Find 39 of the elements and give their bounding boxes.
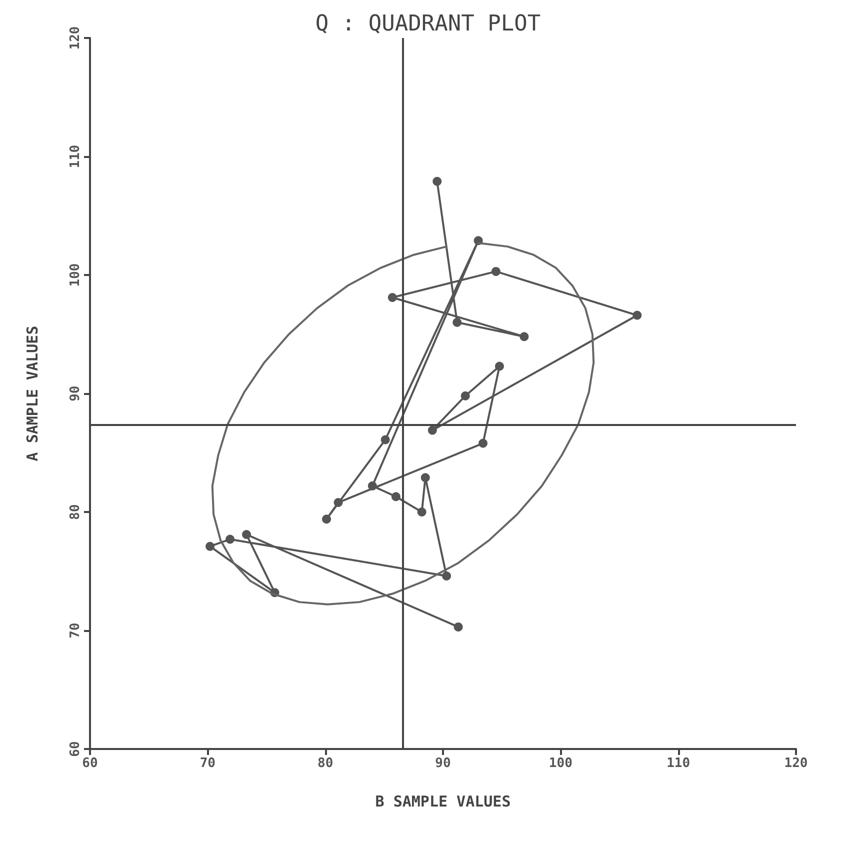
y-tick-label: 120 — [68, 26, 83, 50]
point — [368, 481, 377, 490]
point — [428, 426, 437, 435]
y-tick-label: 90 — [68, 386, 83, 402]
chart-title: Q : QUADRANT PLOT — [315, 12, 541, 36]
point — [452, 318, 462, 327]
point — [442, 571, 452, 580]
point — [494, 362, 504, 371]
point — [391, 492, 400, 502]
point — [388, 293, 397, 302]
y-axis-title: A SAMPLE VALUES — [24, 326, 42, 462]
point — [420, 473, 430, 482]
y-tick-label: 70 — [68, 622, 83, 638]
point — [206, 542, 215, 551]
point — [322, 514, 332, 524]
point — [454, 622, 463, 632]
point — [491, 266, 500, 276]
x-axis-title: B SAMPLE VALUES — [375, 792, 511, 810]
x-tick-label: 100 — [548, 756, 573, 771]
point — [334, 498, 343, 508]
point — [380, 435, 390, 444]
x-tick-label: 90 — [435, 756, 451, 771]
y-tick-label: 100 — [68, 263, 83, 287]
point — [432, 176, 442, 186]
x-tick-label: 110 — [666, 756, 690, 771]
point — [520, 332, 529, 342]
y-tick-label: 60 — [68, 741, 83, 757]
point — [460, 391, 470, 400]
point — [226, 534, 235, 544]
y-tick-label: 110 — [68, 144, 83, 168]
point — [632, 310, 642, 320]
point — [478, 438, 488, 448]
x-tick-label: 80 — [318, 756, 334, 771]
point — [242, 530, 251, 540]
point — [417, 508, 426, 516]
y-tick-label: 80 — [68, 504, 83, 520]
x-tick-label: 120 — [784, 756, 808, 771]
x-tick-label: 60 — [82, 756, 98, 771]
x-tick-label: 70 — [200, 756, 216, 771]
